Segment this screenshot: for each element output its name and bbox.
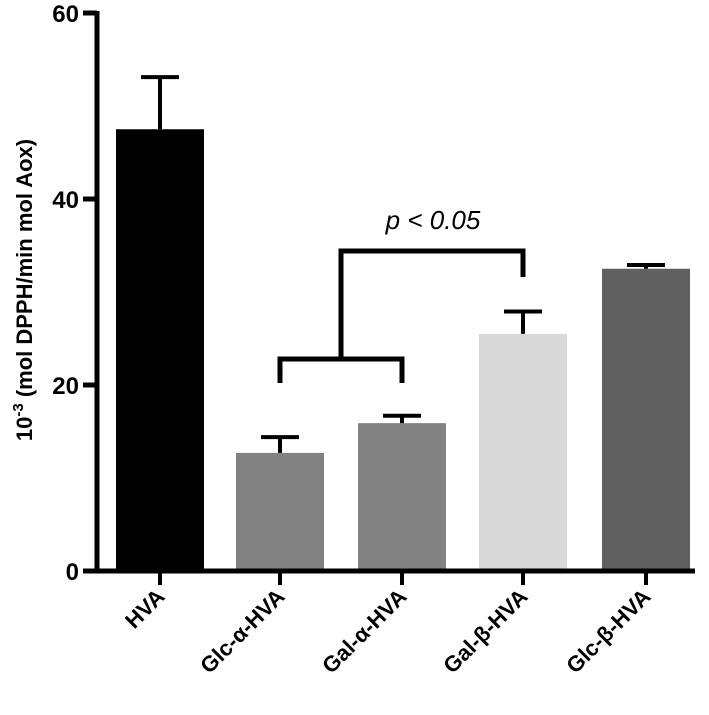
y-tick-label: 20 xyxy=(52,373,79,400)
bars-layer xyxy=(116,129,690,571)
axes-layer xyxy=(94,11,695,574)
bar-2 xyxy=(358,423,446,571)
bar-4 xyxy=(602,268,690,571)
y-axis-label-rest: (mol DPPH/min mol Aox) xyxy=(12,139,37,403)
error-bar-4 xyxy=(627,263,665,269)
error-bars-layer xyxy=(141,75,665,453)
bracket-connector xyxy=(338,248,526,359)
y-axis-label-prefix: 10 xyxy=(12,417,37,441)
error-bar-3 xyxy=(504,309,542,334)
bar-1 xyxy=(236,452,324,571)
x-tick-label: Gal-α-HVA xyxy=(317,584,411,678)
error-bar-2 xyxy=(383,413,421,424)
significance-bracket xyxy=(277,248,526,383)
y-axis-label-exponent: -3 xyxy=(10,403,27,416)
bracket-left-group xyxy=(277,356,405,383)
error-bar-1 xyxy=(261,435,299,453)
bar-3 xyxy=(479,333,567,571)
x-tick-label: Glc-β-HVA xyxy=(561,584,655,678)
x-tick-label: Glc-α-HVA xyxy=(195,584,289,678)
error-bar-0 xyxy=(141,75,179,130)
x-tick-label: Gal-β-HVA xyxy=(438,584,532,678)
y-axis-label: 10-3 (mol DPPH/min mol Aox) xyxy=(10,139,37,441)
bar-0 xyxy=(116,129,204,571)
y-tick-label: 40 xyxy=(52,187,79,214)
y-tick-label: 0 xyxy=(66,559,79,586)
y-tick-label: 60 xyxy=(52,1,79,28)
x-tick-label: HVA xyxy=(120,584,169,633)
significance-annotation: p < 0.05 xyxy=(385,205,481,235)
